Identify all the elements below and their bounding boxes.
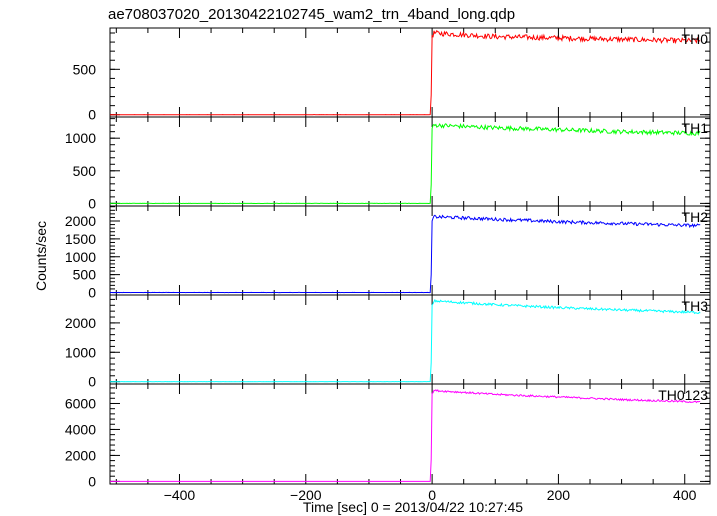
y-tick-label: 2000 bbox=[65, 447, 96, 463]
panel-th0123: 0 2000 4000 6000 TH0123 bbox=[65, 383, 711, 489]
series-line-th3 bbox=[109, 298, 701, 383]
y-tick-label: 1000 bbox=[65, 344, 96, 360]
panel-th0: 0 500 TH0 bbox=[73, 27, 711, 123]
y-tick-label: 0 bbox=[88, 195, 96, 211]
panel-label: TH0123 bbox=[658, 387, 708, 403]
y-tick-label: 2000 bbox=[65, 213, 96, 229]
panel-label: TH3 bbox=[682, 298, 709, 314]
y-tick-label: 500 bbox=[73, 61, 97, 77]
y-tick-label: 4000 bbox=[65, 421, 96, 437]
series-line-th1 bbox=[109, 122, 701, 205]
y-tick-label: 0 bbox=[88, 473, 96, 489]
y-axis-label: Counts/sec bbox=[33, 221, 49, 291]
panel-frame bbox=[109, 294, 711, 385]
y-tick-label: 6000 bbox=[65, 395, 96, 411]
y-tick-label: 1500 bbox=[65, 231, 96, 247]
y-tick-label: 1000 bbox=[65, 130, 96, 146]
panel-th3: 0 1000 2000 TH3 bbox=[65, 294, 711, 390]
x-tick-label: 200 bbox=[547, 487, 571, 503]
y-tick-label: 0 bbox=[88, 284, 96, 300]
x-tick-label: 400 bbox=[673, 487, 697, 503]
y-tick-label: 1000 bbox=[65, 249, 96, 265]
y-tick-label: 500 bbox=[73, 267, 97, 283]
y-tick-label: 500 bbox=[73, 163, 97, 179]
panel-th1: 0 500 1000 TH1 bbox=[65, 116, 711, 211]
panel-frame bbox=[109, 383, 711, 485]
panel-frame bbox=[109, 205, 711, 296]
panel-label: TH0 bbox=[682, 31, 709, 47]
x-tick-label: −400 bbox=[164, 487, 196, 503]
y-tick-label: 0 bbox=[88, 107, 96, 123]
panel-frame bbox=[109, 116, 711, 207]
y-tick-label: 2000 bbox=[65, 315, 96, 331]
panel-label: TH2 bbox=[682, 209, 709, 225]
x-axis-label: Time [sec] 0 = 2013/04/22 10:27:45 bbox=[303, 499, 523, 515]
x-tick-label: −200 bbox=[290, 487, 322, 503]
series-line-th0123 bbox=[110, 389, 701, 482]
y-tick-label: 0 bbox=[88, 374, 96, 390]
panel-label: TH1 bbox=[682, 120, 709, 136]
series-line-th2 bbox=[109, 214, 701, 294]
chart-title: ae708037020_20130422102745_wam2_trn_4ban… bbox=[108, 6, 515, 23]
x-tick-label: 0 bbox=[428, 487, 436, 503]
series-line-th0 bbox=[109, 29, 701, 116]
